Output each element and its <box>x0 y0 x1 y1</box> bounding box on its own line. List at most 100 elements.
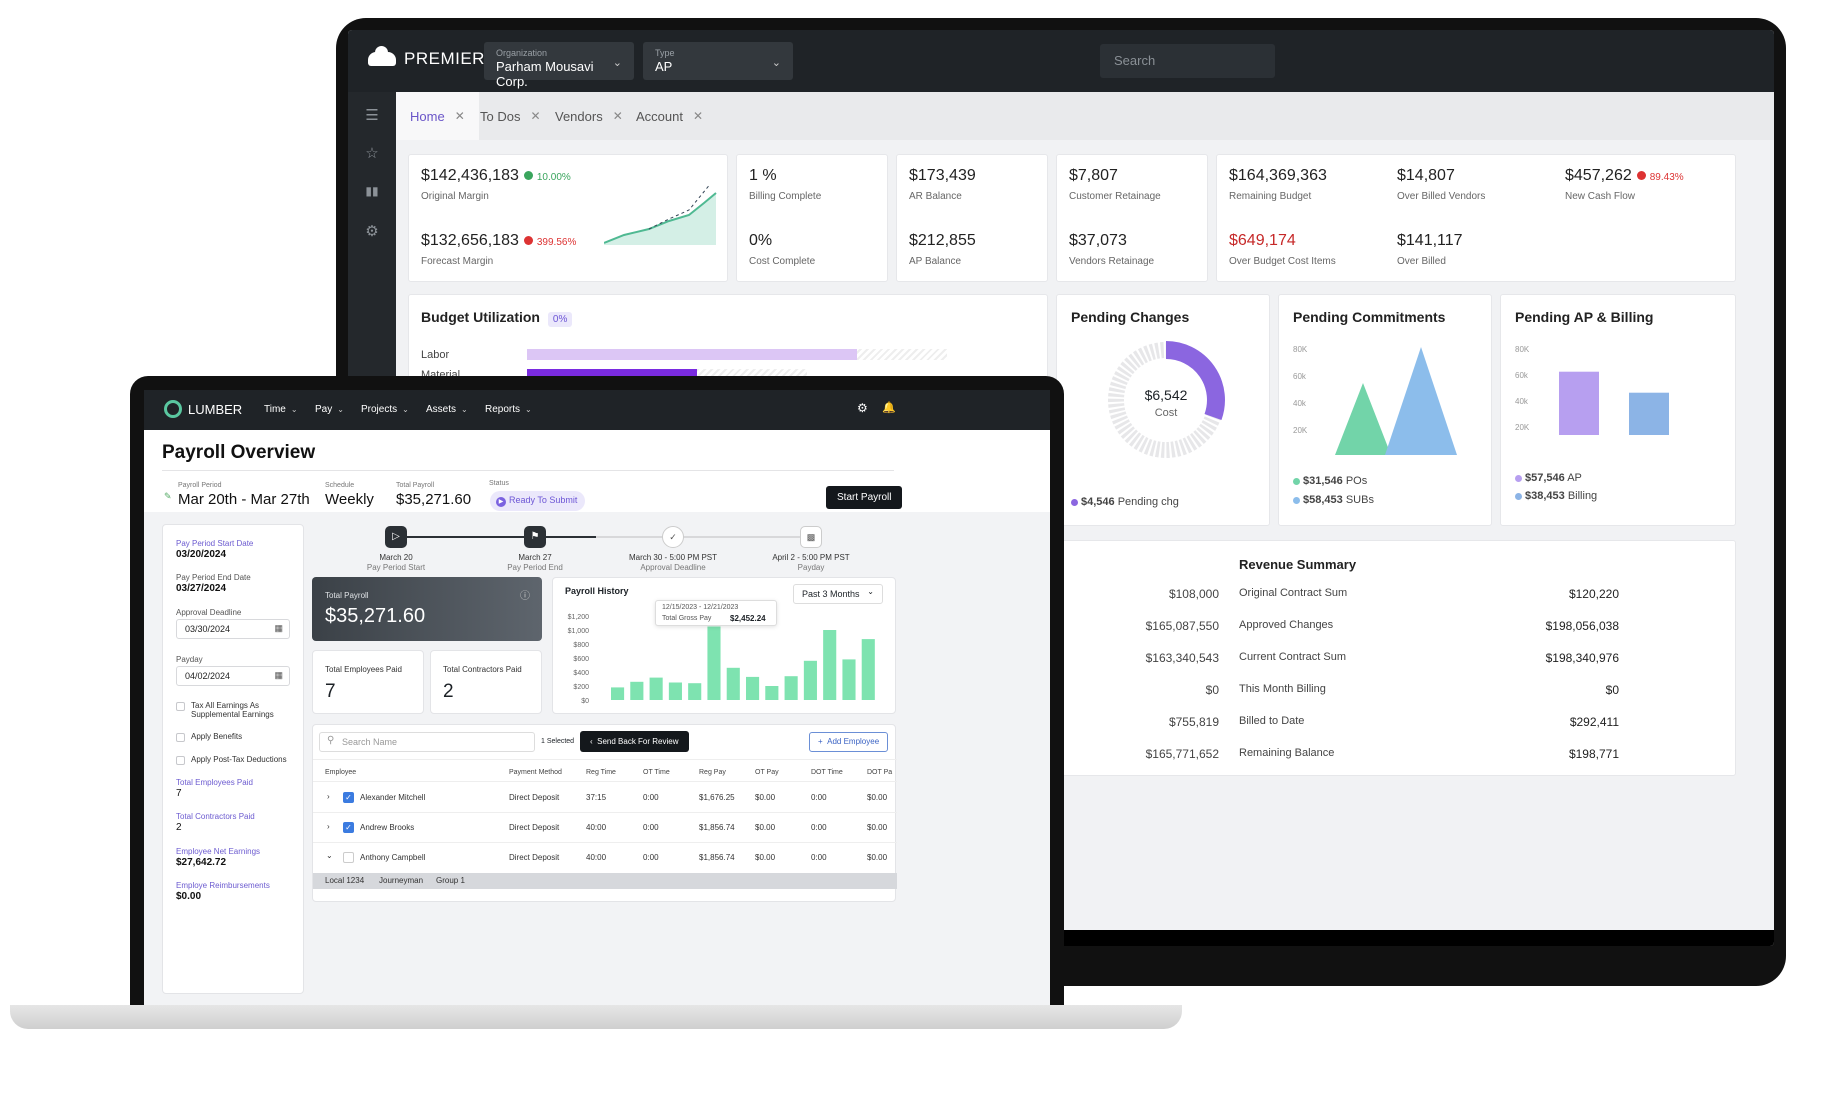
table-row[interactable]: › ✓ Andrew Brooks Direct Deposit 40:00 0… <box>313 813 897 843</box>
chevron-down-icon: ⌄ <box>867 587 874 596</box>
menu-pay[interactable]: Pay ⌄ <box>315 404 344 415</box>
col-header[interactable]: Payment Method <box>509 769 562 776</box>
post-tax-deductions-checkbox[interactable]: Apply Post-Tax Deductions <box>176 755 287 765</box>
search-input[interactable]: ⚲ Search Name <box>319 732 535 752</box>
row-checkbox[interactable]: ✓ <box>343 792 354 803</box>
approval-deadline-input[interactable]: 03/30/2024 ▦ <box>176 619 290 639</box>
y-tick-label: $0 <box>581 698 589 705</box>
brand-name: LUMBER <box>188 401 243 417</box>
subs-legend: $58,453 SUBs <box>1293 494 1374 506</box>
billing-complete-label: Billing Complete <box>749 191 822 202</box>
balance-card: $173,439 AR Balance $212,855 AP Balance <box>896 154 1048 282</box>
tab-account[interactable]: Account ✕ <box>622 92 717 140</box>
y-tick: 20K <box>1293 426 1308 435</box>
bar-chart-icon[interactable]: ▮▮ <box>365 184 379 198</box>
table-row[interactable]: › ✓ Alexander Mitchell Direct Deposit 37… <box>313 783 897 813</box>
col-header[interactable]: OT Pay <box>755 769 779 776</box>
lumber-logo[interactable]: LUMBER <box>164 400 242 418</box>
col-header[interactable]: Employee <box>325 769 357 776</box>
pos-legend: $31,546 POs <box>1293 475 1367 487</box>
employees-paid-card: Total Employees Paid 7 <box>312 650 424 714</box>
employees-paid-value: 7 <box>176 788 182 799</box>
revenue-row-value: $120,220 <box>1568 587 1619 601</box>
reg-time: 40:00 <box>586 853 607 862</box>
info-icon[interactable]: ⓘ <box>520 591 530 602</box>
tab-home[interactable]: Home ✕ <box>396 92 479 140</box>
col-header[interactable]: Reg Pay <box>699 769 726 776</box>
edit-icon[interactable]: ✎ <box>164 491 172 501</box>
summary-left-value: $165,771,652 <box>1145 747 1219 761</box>
payroll-history-chart: $1,200 $1,000 $800 $600 $400 $200 $0 <box>568 614 875 705</box>
over-billed-vendors-value: $14,807 <box>1397 167 1455 184</box>
send-back-button[interactable]: ‹ Send Back For Review <box>580 731 689 752</box>
ot-pay: $0.00 <box>755 793 776 802</box>
tax-supplemental-checkbox[interactable]: Tax All Earnings As Supplemental Earning… <box>176 701 294 719</box>
type-select[interactable]: Type AP ⌄ <box>643 42 793 80</box>
tab-vendors[interactable]: Vendors ✕ <box>541 92 637 140</box>
summary-left-value: $165,087,550 <box>1145 619 1219 633</box>
history-bar <box>726 667 740 700</box>
approval-deadline-label: Approval Deadline <box>176 608 242 617</box>
organization-select[interactable]: Organization Parham Mousavi Corp. ⌄ <box>484 42 634 89</box>
col-header[interactable]: Reg Time <box>586 769 616 776</box>
menu-reports[interactable]: Reports ⌄ <box>485 404 532 415</box>
ar-balance-label: AR Balance <box>909 191 962 202</box>
employees-paid-label: Total Employees Paid <box>176 778 253 787</box>
start-payroll-button[interactable]: Start Payroll <box>826 486 903 509</box>
gear-icon[interactable]: ⚙ <box>365 223 379 240</box>
step-pay-period-end: March 27 Pay Period End <box>507 553 563 572</box>
menu-projects[interactable]: Projects ⌄ <box>361 404 409 415</box>
history-bar <box>842 659 856 700</box>
add-employee-button[interactable]: + Add Employee <box>809 732 889 752</box>
premier-logo[interactable]: PREMIER <box>368 46 485 69</box>
chevron-right-icon[interactable]: › <box>327 822 330 831</box>
total-payroll-label: Total Payroll <box>396 482 435 489</box>
history-bar <box>746 676 760 700</box>
reg-pay: $1,676.25 <box>699 793 735 802</box>
col-header[interactable]: DOT Time <box>811 769 843 776</box>
search-input[interactable]: Search <box>1100 44 1275 78</box>
ap-balance-value: $212,855 <box>909 232 976 249</box>
menu-assets[interactable]: Assets ⌄ <box>426 404 468 415</box>
plus-icon: + <box>818 737 823 746</box>
dot-pay: $0.00 <box>867 853 888 862</box>
tab-todos[interactable]: To Dos ✕ <box>466 92 555 140</box>
reg-time: 37:15 <box>586 793 607 802</box>
y-tick: 60k <box>1293 372 1306 381</box>
close-icon[interactable]: ✕ <box>454 109 465 123</box>
apply-benefits-checkbox[interactable]: Apply Benefits <box>176 732 242 742</box>
customer-retainage-label: Customer Retainage <box>1069 191 1161 202</box>
chevron-down-icon[interactable]: ⌄ <box>326 851 333 860</box>
billing-legend: $38,453 Billing <box>1515 490 1597 502</box>
gear-icon[interactable]: ⚙ <box>857 401 868 415</box>
payday-input[interactable]: 04/02/2024 ▦ <box>176 666 290 686</box>
row-checkbox[interactable]: ✓ <box>343 822 354 833</box>
employees-table-card: ⚲ Search Name 1 Selected ‹ Send Back For … <box>312 724 897 902</box>
close-icon[interactable]: ✕ <box>612 109 623 123</box>
payroll-period-label: Payroll Period <box>178 482 222 489</box>
col-header[interactable]: DOT Pa <box>867 769 893 776</box>
row-checkbox[interactable] <box>343 852 354 863</box>
menu-icon[interactable]: ☰ <box>365 107 379 124</box>
menu-time[interactable]: Time ⌄ <box>264 404 298 415</box>
payroll-history-title: Payroll History <box>565 586 629 596</box>
card-value: 7 <box>325 681 336 702</box>
timeline-progress <box>396 536 596 538</box>
y-tick: 40k <box>1515 397 1528 406</box>
close-icon[interactable]: ✕ <box>530 109 541 123</box>
range-select[interactable]: Past 3 Months ⌄ <box>793 584 883 604</box>
org-label: Organization <box>496 48 548 58</box>
bell-icon[interactable]: 🔔 <box>882 402 896 414</box>
card-label: Total Contractors Paid <box>443 665 522 674</box>
table-row[interactable]: ⌄ Anthony Campbell Direct Deposit 40:00 … <box>313 843 897 873</box>
ar-balance-value: $173,439 <box>909 167 976 184</box>
net-earnings-value: $27,642.72 <box>176 857 227 868</box>
close-icon[interactable]: ✕ <box>692 109 704 123</box>
col-header[interactable]: OT Time <box>643 769 670 776</box>
org-value: Parham Mousavi Corp. <box>496 59 594 89</box>
history-bar <box>668 682 682 700</box>
ot-time: 0:00 <box>643 793 659 802</box>
chevron-right-icon[interactable]: › <box>327 792 330 801</box>
customer-retainage-value: $7,807 <box>1069 167 1118 184</box>
star-icon[interactable]: ☆ <box>365 145 379 162</box>
